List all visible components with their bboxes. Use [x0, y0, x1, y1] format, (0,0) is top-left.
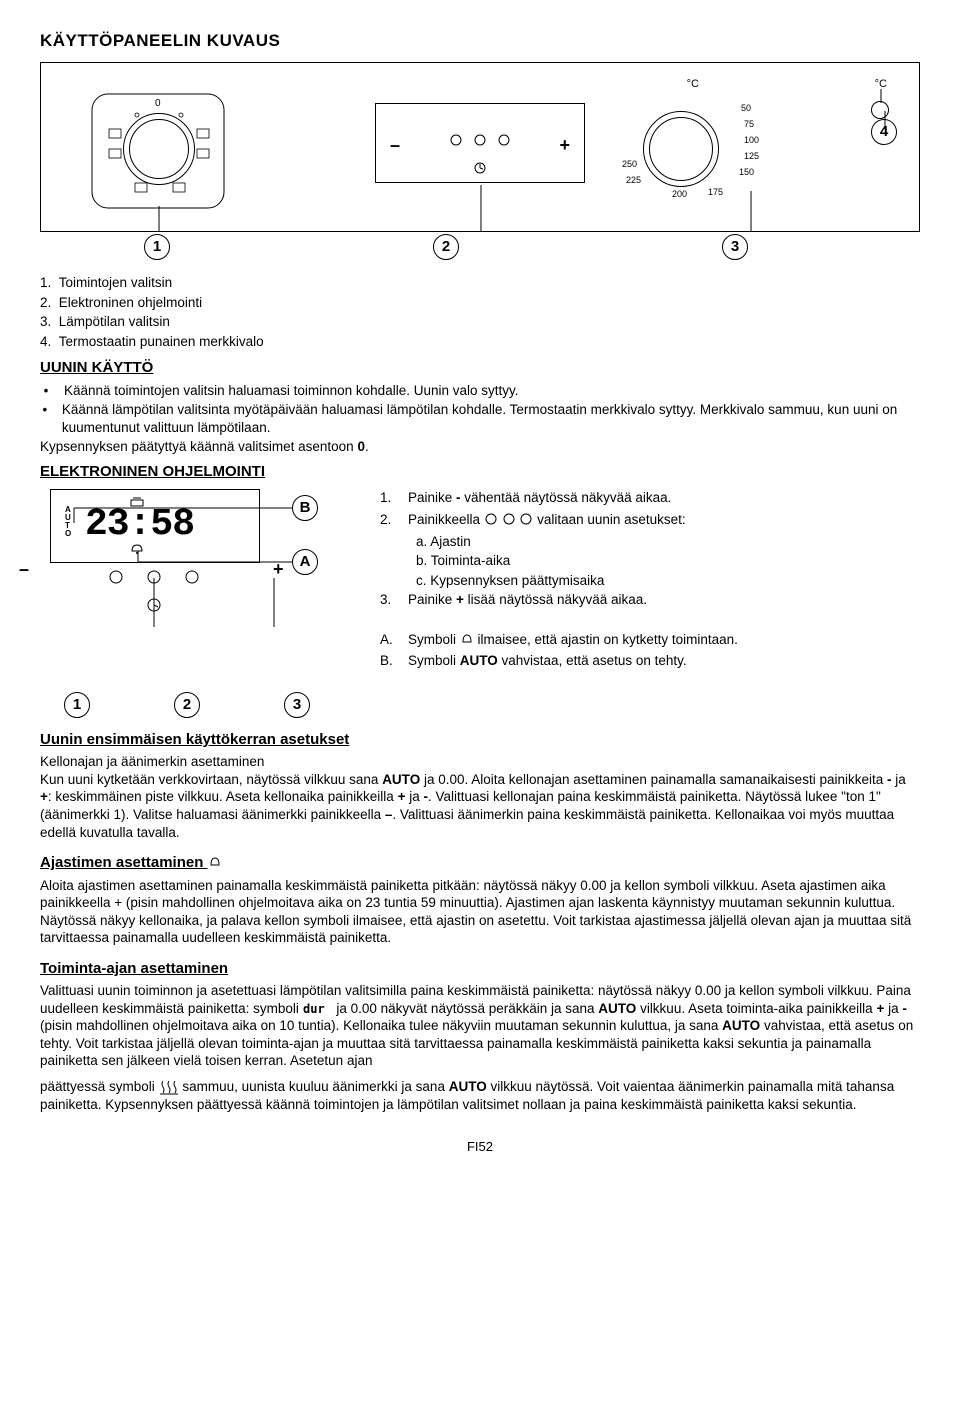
- rA-num: A.: [380, 631, 398, 649]
- callout-4: 4: [871, 119, 897, 145]
- r2b: b. Toiminta-aika: [380, 552, 920, 570]
- callout-row: 1 2 3: [40, 234, 920, 260]
- page-footer: FI52: [40, 1139, 920, 1156]
- right-list: 1. Painike - vähentää näytössä näkyvää ai…: [380, 489, 920, 669]
- usage-bullet-2-text: Käännä lämpötilan valitsinta myötäpäivää…: [62, 401, 920, 436]
- runtime-heading: Toiminta-ajan asettaminen: [40, 959, 920, 979]
- minus-symbol: –: [390, 134, 400, 157]
- r3-text: Painike + lisää näytössä näkyvää aikaa.: [408, 591, 920, 609]
- list-3-num: 3.: [40, 314, 51, 329]
- after-bullets-text: Kypsennyksen päätyttyä käännä valitsimet…: [40, 438, 920, 456]
- r3-num: 3.: [380, 591, 398, 609]
- controls-list: 1. Toimintojen valitsin 2. Elektroninen …: [40, 274, 920, 350]
- callout-b-1: 1: [64, 692, 90, 718]
- clock-diagram-container: AUTO 23:58 – + B A: [40, 489, 350, 673]
- list-1-text: Toimintojen valitsin: [59, 275, 172, 290]
- r1-num: 1.: [380, 489, 398, 507]
- r2c: c. Kypsennyksen päättymisaika: [380, 572, 920, 590]
- callout-2: 2: [433, 234, 459, 260]
- temp-150: 150: [739, 167, 754, 179]
- list-2-num: 2.: [40, 295, 51, 310]
- list-4-text: Termostaatin punainen merkkivalo: [59, 334, 264, 349]
- list-4-num: 4.: [40, 334, 51, 349]
- list-1-num: 1.: [40, 275, 51, 290]
- temp-50: 50: [741, 103, 751, 115]
- para-1: Kun uuni kytketään verkkovirtaan, näytös…: [40, 771, 920, 841]
- plus-symbol: +: [559, 134, 570, 157]
- center-display: – +: [375, 103, 585, 183]
- temp-225: 225: [626, 175, 641, 187]
- list-2-text: Elektroninen ohjelmointi: [59, 295, 202, 310]
- mode-icon-3: [519, 512, 533, 526]
- temp-200: 200: [672, 189, 687, 201]
- r2-text: Painikkeella valitaan uunin asetukset:: [408, 511, 920, 529]
- first-use-heading: Uunin ensimmäisen käyttökerran asetukset: [40, 730, 920, 750]
- bullet-dot-icon: •: [40, 401, 50, 436]
- rB-text: Symboli AUTO vahvistaa, että asetus on t…: [408, 652, 920, 670]
- display-icons: [446, 130, 516, 150]
- rB-num: B.: [380, 652, 398, 670]
- electronic-section: AUTO 23:58 – + B A: [40, 489, 920, 673]
- callout-1: 1: [144, 234, 170, 260]
- temp-75: 75: [744, 119, 754, 131]
- para-3a: Valittuasi uunin toiminnon ja asetettuas…: [40, 982, 920, 1070]
- mode-icon-2: [502, 512, 516, 526]
- temp-175: 175: [708, 187, 723, 199]
- electronic-heading: ELEKTRONINEN OHJELMOINTI: [40, 462, 920, 482]
- usage-bullet-2: • Käännä lämpötilan valitsinta myötäpäiv…: [40, 401, 920, 436]
- usage-bullet-1: • Käännä toimintojen valitsin haluamasi …: [40, 382, 920, 400]
- right-explanation: 1. Painike - vähentää näytössä näkyvää ai…: [380, 489, 920, 673]
- para-2: Aloita ajastimen asettaminen painamalla …: [40, 877, 920, 947]
- callout-b-2: 2: [174, 692, 200, 718]
- timer-heading: Ajastimen asettaminen: [40, 853, 920, 873]
- mode-icon-1: [484, 512, 498, 526]
- list-3-text: Lämpötilan valitsin: [59, 314, 170, 329]
- rA-text: Symboli ilmaisee, että ajastin on kytket…: [408, 631, 920, 649]
- clock-callout-lines: [40, 489, 340, 649]
- page-title: KÄYTTÖPANEELIN KUVAUS: [40, 30, 920, 52]
- r1-text: Painike - vähentää näytössä näkyvää aika…: [408, 489, 920, 507]
- temp-125: 125: [744, 151, 759, 163]
- bullet-dot-icon: •: [40, 382, 52, 400]
- thermostat-indicator-light: [871, 101, 889, 119]
- callout-row-2: 1 2 3: [64, 692, 920, 718]
- control-panel-diagram: 0 – + °C 50 75 100 125 150 175 200 225 2…: [40, 62, 920, 232]
- dur-icon: dur: [303, 1002, 333, 1016]
- r2a: a. Ajastin: [380, 533, 920, 551]
- mode-icons: [97, 101, 223, 205]
- usage-bullet-1-text: Käännä toimintojen valitsin haluamasi to…: [64, 382, 519, 400]
- svg-text:dur: dur: [303, 1002, 325, 1016]
- para-3b: päättyessä symboli sammuu, uunista kuulu…: [40, 1078, 920, 1113]
- timer-heading-text: Ajastimen asettaminen: [40, 854, 203, 871]
- clock-setting-sub: Kellonajan ja äänimerkin asettaminen: [40, 753, 920, 771]
- bell-icon-2: [208, 855, 222, 869]
- temperature-dial-inner: [649, 117, 713, 181]
- callout-3: 3: [722, 234, 748, 260]
- temp-250: 250: [622, 159, 637, 171]
- usage-heading: UUNIN KÄYTTÖ: [40, 358, 920, 378]
- r2-num: 2.: [380, 511, 398, 529]
- deg-c-label-1: °C: [687, 77, 699, 91]
- display-clock-icon: [472, 160, 488, 176]
- callout-4-container: 4: [871, 119, 897, 145]
- bell-icon: [460, 632, 474, 646]
- heat-icon: [159, 1079, 179, 1095]
- clock-minus: –: [19, 558, 29, 581]
- temp-100: 100: [744, 135, 759, 147]
- callout-b-3: 3: [284, 692, 310, 718]
